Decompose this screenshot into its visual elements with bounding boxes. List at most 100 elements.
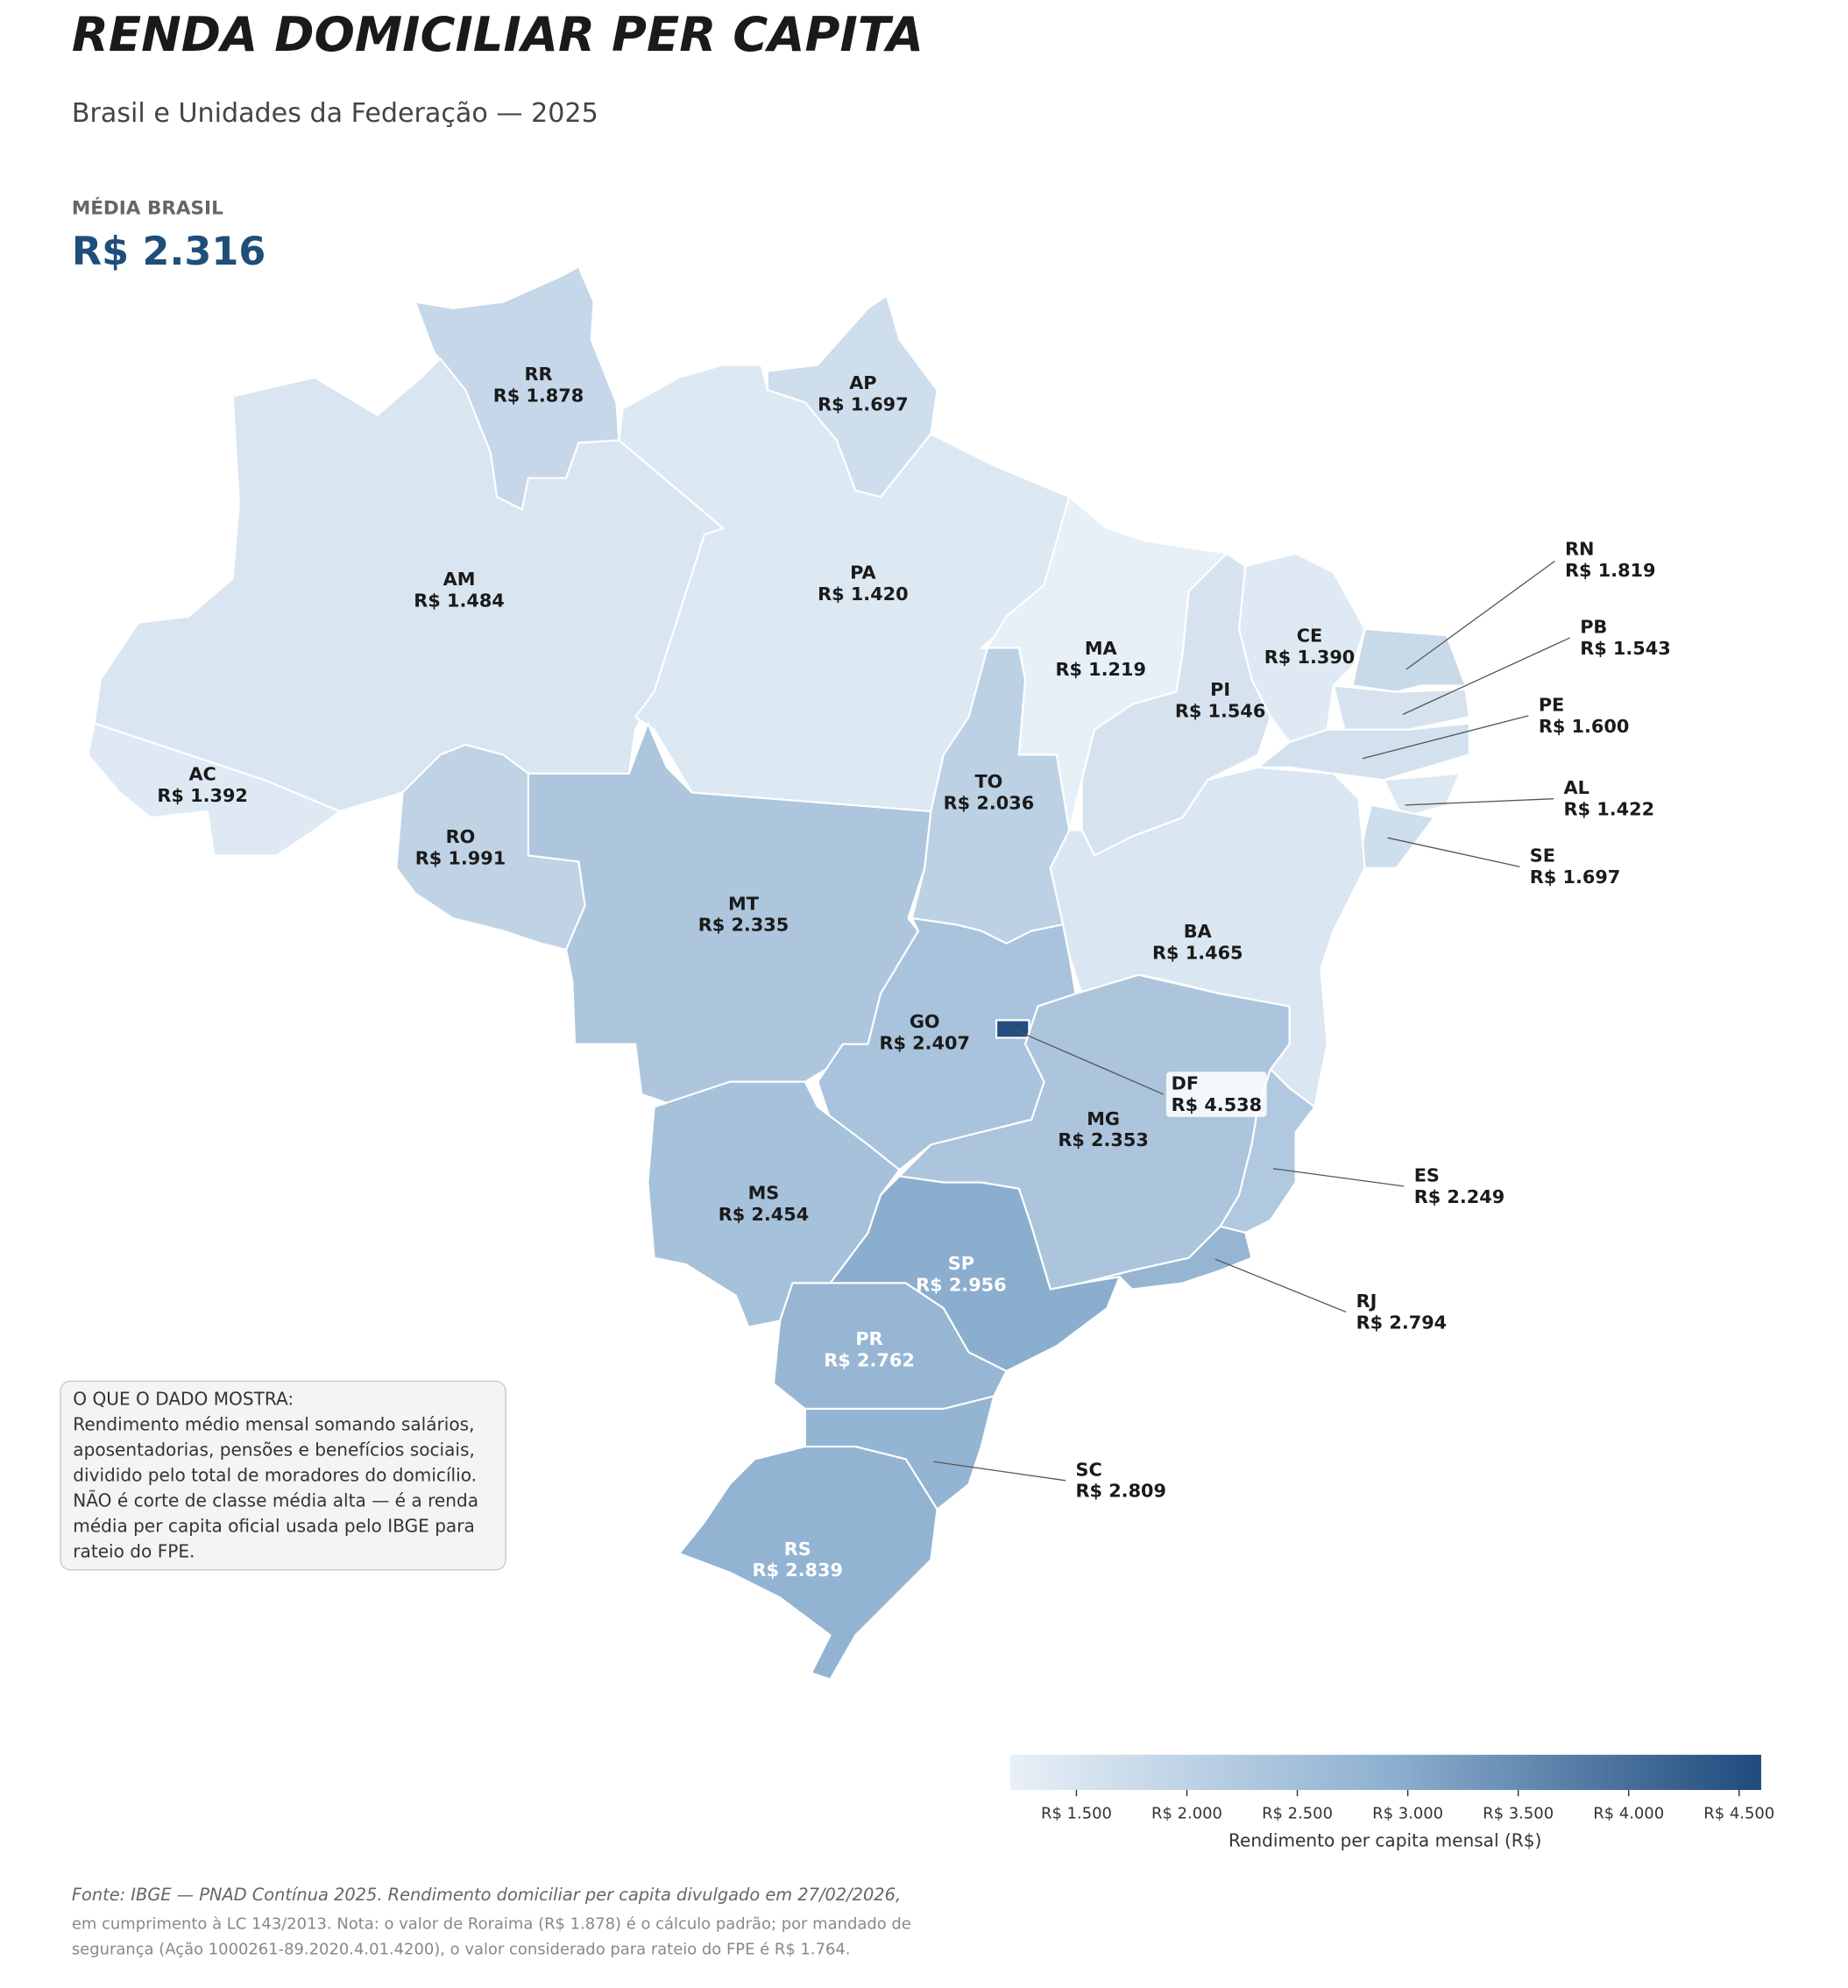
leader-line [933,1461,1066,1482]
state-code: PI [1210,679,1230,700]
state-code: PE [1539,694,1564,715]
state-code: AC [188,763,216,784]
state-region [1080,1225,1253,1291]
state-value: R$ 2.794 [1356,1312,1448,1333]
chart-subtitle: Brasil e Unidades da Federação — 2025 [72,98,598,129]
leader-line [1272,1168,1405,1187]
state-code: SC [1075,1459,1101,1480]
state-code: SP [948,1253,974,1274]
state-region [93,357,725,813]
state-value: R$ 1.697 [818,393,909,414]
kpi-value: R$ 2.316 [72,230,266,274]
source-line: em cumprimento à LC 143/2013. Nota: o va… [72,1915,911,1934]
state-code: RJ [1356,1291,1377,1312]
state-value: R$ 2.762 [824,1349,915,1370]
state-value: R$ 1.878 [493,385,584,406]
state-code: PB [1580,616,1607,637]
state-code: AM [443,569,476,590]
state-value: R$ 1.819 [1565,560,1656,581]
source-line: Fonte: IBGE — PNAD Contínua 2025. Rendim… [72,1885,901,1905]
state-region [1257,722,1470,782]
note-line: dividido pelo total de moradores do domi… [73,1464,477,1485]
state-code: BA [1184,921,1212,942]
state-code: SE [1530,845,1555,867]
map [87,265,1470,1680]
state-code: DF [1172,1073,1199,1094]
state-value: R$ 2.407 [879,1033,970,1054]
state-code: MA [1085,638,1117,659]
state-region [1351,627,1467,693]
state-value: R$ 2.454 [719,1204,810,1225]
state-code: MS [748,1182,780,1203]
state-code: MT [728,893,760,914]
state-code: CE [1297,625,1322,646]
note-line: aposentadorias, pensões e benefícios soc… [73,1439,475,1460]
state-value: R$ 1.420 [818,584,909,605]
state-value: R$ 2.036 [944,792,1035,813]
leader-line [1402,637,1570,716]
kpi-label: MÉDIA BRASIL [72,196,223,219]
state-region [1238,552,1366,744]
state-region [87,722,341,857]
note-box [60,1380,506,1571]
note-line: rateio do FPE. [73,1540,195,1561]
state-value: R$ 1.991 [415,848,506,869]
colorbar-label: Rendimento per capita mensal (R$) [1228,1829,1541,1850]
state-value: R$ 2.335 [698,915,789,936]
state-value: R$ 1.543 [1580,638,1671,659]
note-line: média per capita oficial usada pelo IBGE… [73,1515,475,1536]
state-code: TO [974,771,1002,792]
leader-line [1012,1028,1165,1095]
leader-line [1405,560,1555,670]
state-code: GO [910,1011,940,1032]
state-code: PR [855,1328,882,1349]
note-line: O QUE O DADO MOSTRA: [73,1388,294,1409]
state-code: RN [1565,538,1594,559]
colorbar-tick-label: R$ 2.000 [1151,1804,1222,1822]
state-code: RO [446,826,476,847]
leader-line [1214,1258,1347,1313]
state-region [678,1445,938,1680]
source-line: segurança (Ação 1000261-89.2020.4.01.420… [72,1940,851,1958]
state-value: R$ 1.484 [414,590,505,611]
state-code: RR [524,364,552,385]
note-line: NÃO é corte de classe média alta — é a r… [73,1489,478,1510]
state-code: RS [784,1539,811,1560]
state-region [1383,772,1461,819]
state-value: R$ 4.538 [1172,1094,1263,1115]
state-value: R$ 2.809 [1075,1481,1166,1502]
state-value: R$ 2.249 [1414,1186,1505,1207]
label-box [1165,1072,1267,1117]
state-value: R$ 1.697 [1530,867,1621,888]
state-value: R$ 1.465 [1152,942,1243,963]
chart-title: RENDA DOMICILIAR PER CAPITA [72,6,924,62]
state-code: AP [849,372,876,393]
state-value: R$ 1.392 [157,785,248,806]
state-value: R$ 2.353 [1058,1129,1149,1150]
state-region [1219,1068,1316,1235]
leader-line [1405,798,1554,806]
note-line: Rendimento médio mensal somando salários… [73,1413,474,1434]
state-value: R$ 1.219 [1055,659,1146,680]
colorbar-tick-label: R$ 2.500 [1262,1804,1333,1822]
state-region [1357,803,1435,869]
state-value: R$ 2.839 [752,1560,843,1581]
colorbar-tick-label: R$ 1.500 [1041,1804,1112,1822]
colorbar [1009,1754,1761,1790]
state-value: R$ 1.422 [1564,799,1655,820]
state-value: R$ 1.546 [1175,701,1266,722]
colorbar-tick-label: R$ 4.500 [1703,1804,1774,1822]
state-value: R$ 1.600 [1539,716,1630,737]
colorbar-tick-label: R$ 3.000 [1372,1804,1443,1822]
leader-line [1387,837,1520,867]
state-value: R$ 1.390 [1264,647,1356,668]
colorbar-tick-label: R$ 4.000 [1593,1804,1664,1822]
state-code: MG [1087,1108,1120,1129]
state-code: PA [850,562,875,584]
state-code: ES [1414,1164,1440,1185]
colorbar-tick-label: R$ 3.500 [1483,1804,1554,1822]
state-value: R$ 2.956 [916,1274,1007,1295]
state-code: AL [1564,777,1590,798]
